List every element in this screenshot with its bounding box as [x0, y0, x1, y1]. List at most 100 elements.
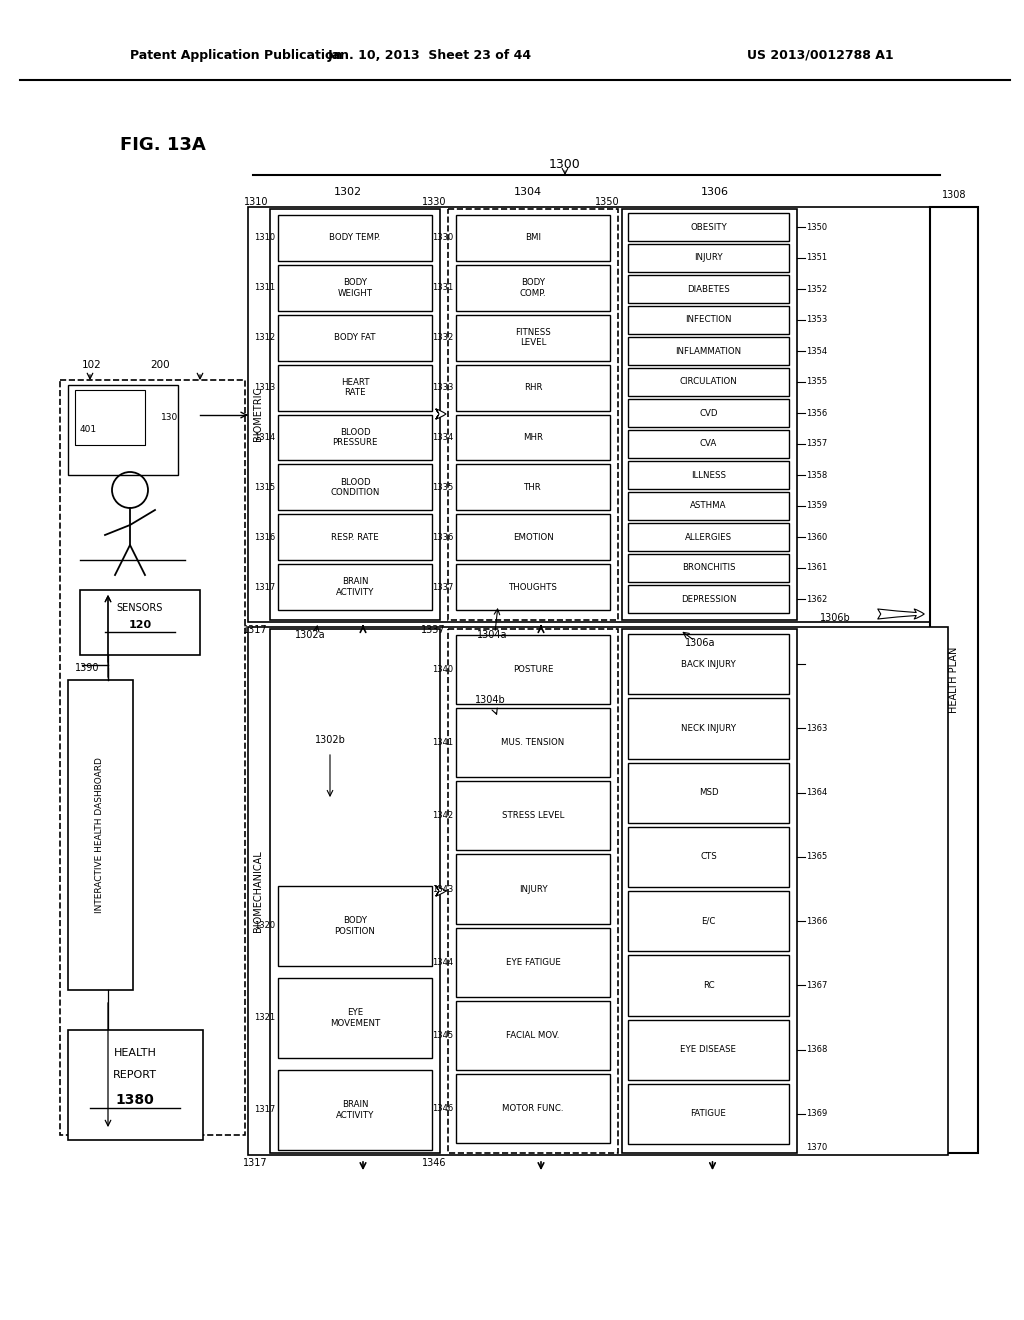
Text: 1365: 1365 [806, 853, 827, 862]
Text: 1311: 1311 [254, 284, 275, 292]
Bar [628, 337, 790, 366]
Bar [248, 207, 948, 622]
Text: 1332: 1332 [432, 333, 453, 342]
Text: FACIAL MOV.: FACIAL MOV. [506, 1031, 560, 1040]
Text: US 2013/0012788 A1: US 2013/0012788 A1 [746, 49, 893, 62]
Text: 1321: 1321 [254, 1014, 275, 1023]
Text: 1302b: 1302b [314, 735, 345, 744]
Bar [68, 680, 133, 990]
Bar [278, 886, 432, 966]
Text: 1333: 1333 [432, 383, 453, 392]
Text: 1302a: 1302a [295, 630, 326, 640]
Text: 102: 102 [82, 360, 101, 370]
Bar [449, 630, 618, 1152]
Bar [622, 209, 797, 620]
Text: Patent Application Publication: Patent Application Publication [130, 49, 342, 62]
Text: 1317: 1317 [244, 1158, 268, 1168]
Text: BLOOD
CONDITION: BLOOD CONDITION [331, 478, 380, 498]
Bar [628, 399, 790, 426]
Text: 120: 120 [128, 620, 152, 630]
Text: 1300: 1300 [549, 158, 581, 172]
Bar [628, 244, 790, 272]
Bar [456, 854, 610, 924]
Bar [270, 630, 440, 1152]
Text: 1364: 1364 [806, 788, 827, 797]
Bar [278, 564, 432, 610]
Text: BODY
COMP.: BODY COMP. [520, 279, 547, 297]
Text: 1314: 1314 [254, 433, 275, 442]
Text: 1351: 1351 [806, 253, 827, 263]
Text: 1366: 1366 [806, 916, 827, 925]
Text: MSD: MSD [698, 788, 718, 797]
Text: 1346: 1346 [422, 1158, 446, 1168]
Text: RHR: RHR [523, 383, 543, 392]
Text: NECK INJURY: NECK INJURY [681, 723, 736, 733]
Bar [75, 389, 145, 445]
Text: 1330: 1330 [432, 234, 453, 243]
Text: 1360: 1360 [806, 532, 827, 541]
Text: 1342: 1342 [432, 812, 453, 820]
Text: 1335: 1335 [432, 483, 453, 492]
Text: 1315: 1315 [254, 483, 275, 492]
Text: Jan. 10, 2013  Sheet 23 of 44: Jan. 10, 2013 Sheet 23 of 44 [328, 49, 532, 62]
Text: 1304a: 1304a [477, 630, 507, 640]
Text: 1390: 1390 [75, 663, 99, 673]
Text: 401: 401 [80, 425, 97, 434]
Bar [628, 585, 790, 612]
Text: 1304b: 1304b [475, 696, 506, 705]
Bar [456, 564, 610, 610]
Text: 1306b: 1306b [820, 612, 851, 623]
Bar [456, 364, 610, 411]
Text: EYE
MOVEMENT: EYE MOVEMENT [330, 1008, 380, 1028]
Text: STRESS LEVEL: STRESS LEVEL [502, 812, 564, 820]
Bar [278, 1071, 432, 1150]
Text: 1350: 1350 [806, 223, 827, 231]
Bar [248, 627, 948, 1155]
Bar [628, 523, 790, 550]
Text: 1346: 1346 [432, 1104, 453, 1113]
Bar [80, 590, 200, 655]
Text: 1357: 1357 [806, 440, 827, 449]
Bar [456, 1001, 610, 1069]
Text: 1317: 1317 [254, 582, 275, 591]
Bar [456, 414, 610, 461]
Text: 1330: 1330 [422, 197, 446, 207]
Text: 1337: 1337 [432, 582, 453, 591]
Bar [628, 698, 790, 759]
Text: CTS: CTS [700, 853, 717, 862]
Text: FATIGUE: FATIGUE [690, 1109, 726, 1118]
Text: 1308: 1308 [942, 190, 967, 201]
Text: OBESITY: OBESITY [690, 223, 727, 231]
Text: SENSORS: SENSORS [117, 603, 163, 612]
Bar [456, 515, 610, 560]
Text: DEPRESSION: DEPRESSION [681, 594, 736, 603]
Bar [60, 380, 245, 1135]
Text: 1304: 1304 [514, 187, 542, 197]
Text: BRAIN
ACTIVITY: BRAIN ACTIVITY [336, 1101, 374, 1119]
Bar [456, 1074, 610, 1143]
Text: FITNESS
LEVEL: FITNESS LEVEL [515, 327, 551, 347]
Bar [628, 1019, 790, 1080]
Bar [456, 465, 610, 511]
Text: 200: 200 [151, 360, 170, 370]
Text: 1345: 1345 [432, 1031, 453, 1040]
Text: RESP. RATE: RESP. RATE [331, 533, 379, 541]
Bar [628, 213, 790, 242]
Text: 1317: 1317 [254, 1106, 275, 1114]
Text: EYE DISEASE: EYE DISEASE [681, 1045, 736, 1055]
Text: 1352: 1352 [806, 285, 827, 293]
Bar [456, 265, 610, 310]
Text: THR: THR [524, 483, 542, 492]
Text: INTERACTIVE HEALTH DASHBOARD: INTERACTIVE HEALTH DASHBOARD [95, 758, 104, 913]
Text: 1367: 1367 [806, 981, 827, 990]
Bar [628, 554, 790, 582]
Text: BODY
POSITION: BODY POSITION [335, 916, 376, 936]
Text: POSTURE: POSTURE [513, 665, 553, 675]
Text: 1336: 1336 [432, 533, 453, 541]
Bar [628, 891, 790, 952]
Text: CIRCULATION: CIRCULATION [680, 378, 737, 387]
Text: ILLNESS: ILLNESS [691, 470, 726, 479]
Text: 1363: 1363 [806, 723, 827, 733]
Text: MOTOR FUNC.: MOTOR FUNC. [502, 1104, 564, 1113]
Text: BODY FAT: BODY FAT [334, 333, 376, 342]
